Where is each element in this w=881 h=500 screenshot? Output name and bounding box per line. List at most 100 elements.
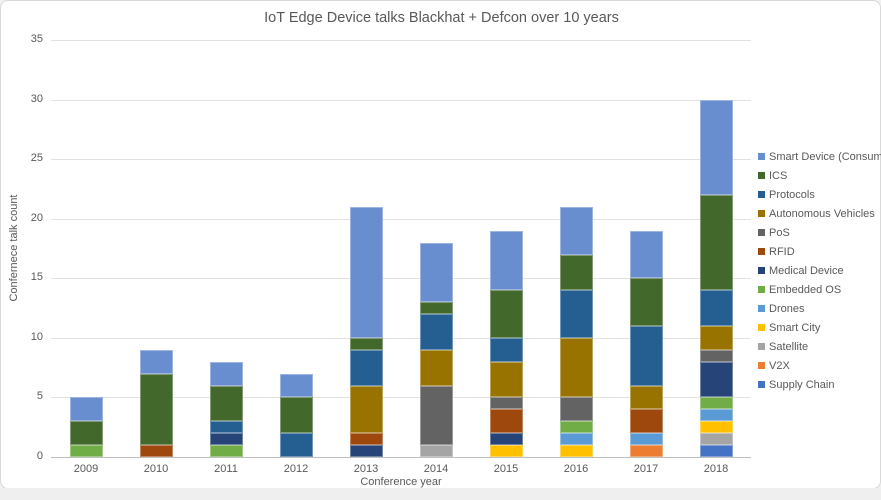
legend-item-protocols[interactable]: Protocols xyxy=(758,185,881,204)
legend-item-supply-chain[interactable]: Supply Chain xyxy=(758,375,881,394)
bar-segment-2015-autonomous-vehicles[interactable] xyxy=(489,361,523,398)
legend-label: RFID xyxy=(769,245,795,258)
bar-segment-2015-smart-city[interactable] xyxy=(489,445,523,457)
bar-2018[interactable] xyxy=(699,99,733,457)
bar-2015[interactable] xyxy=(489,230,523,457)
bar-segment-2017-ics[interactable] xyxy=(629,278,663,326)
legend-item-ics[interactable]: ICS xyxy=(758,166,881,185)
bar-segment-2018-embedded-os[interactable] xyxy=(699,397,733,410)
chart-frame: IoT Edge Device talks Blackhat + Defcon … xyxy=(0,0,881,489)
bar-segment-2018-drones[interactable] xyxy=(699,409,733,422)
x-tick-label-2014: 2014 xyxy=(423,463,449,475)
bar-segment-2013-medical-device[interactable] xyxy=(349,445,383,457)
bar-segment-2015-ics[interactable] xyxy=(489,290,523,338)
y-tick-label-15: 15 xyxy=(30,271,43,284)
legend-swatch-icon xyxy=(758,381,765,388)
bar-segment-2014-autonomous-vehicles[interactable] xyxy=(419,349,453,386)
bar-segment-2013-autonomous-vehicles[interactable] xyxy=(349,385,383,434)
bar-segment-2015-medical-device[interactable] xyxy=(489,433,523,446)
bar-segment-2013-smart-device-consumer[interactable] xyxy=(349,206,383,338)
bar-segment-2018-pos[interactable] xyxy=(699,349,733,362)
bar-segment-2016-autonomous-vehicles[interactable] xyxy=(559,337,593,398)
x-axis-title: Conference year xyxy=(360,476,442,488)
legend-swatch-icon xyxy=(758,362,765,369)
legend-swatch-icon xyxy=(758,229,765,236)
legend-item-satellite[interactable]: Satellite xyxy=(758,337,881,356)
legend-item-v2x[interactable]: V2X xyxy=(758,356,881,375)
bar-segment-2016-smart-city[interactable] xyxy=(559,445,593,457)
legend-label: Drones xyxy=(769,302,805,315)
bar-segment-2016-drones[interactable] xyxy=(559,433,593,446)
y-tick-label-0: 0 xyxy=(36,450,43,462)
bar-segment-2018-supply-chain[interactable] xyxy=(699,445,733,457)
bar-segment-2015-rfid[interactable] xyxy=(489,409,523,434)
legend: Smart Device (Consumer) ICS Protocols Auton… xyxy=(758,147,881,394)
bar-segment-2017-drones[interactable] xyxy=(629,433,663,446)
bar-segment-2014-protocols[interactable] xyxy=(419,314,453,350)
x-tick-label-2010: 2010 xyxy=(143,463,169,475)
bar-segment-2010-ics[interactable] xyxy=(139,373,173,446)
bar-segment-2013-ics[interactable] xyxy=(349,337,383,350)
bar-2011[interactable] xyxy=(209,361,243,457)
y-tick-label-5: 5 xyxy=(36,390,43,403)
bar-segment-2017-smart-device-consumer[interactable] xyxy=(629,230,663,279)
bar-segment-2014-satellite[interactable] xyxy=(419,445,453,457)
bar-segment-2014-pos[interactable] xyxy=(419,385,453,446)
bar-segment-2018-smart-city[interactable] xyxy=(699,421,733,434)
bar-segment-2010-smart-device-consumer[interactable] xyxy=(139,349,173,374)
bar-segment-2018-ics[interactable] xyxy=(699,194,733,291)
legend-label: Satellite xyxy=(769,340,809,353)
bar-segment-2018-satellite[interactable] xyxy=(699,433,733,446)
bar-2010[interactable] xyxy=(139,349,173,457)
bar-segment-2015-smart-device-consumer[interactable] xyxy=(489,230,523,291)
bar-segment-2011-medical-device[interactable] xyxy=(209,433,243,446)
bar-2014[interactable] xyxy=(419,242,453,457)
bar-2009[interactable] xyxy=(69,397,103,457)
bar-segment-2012-smart-device-consumer[interactable] xyxy=(279,373,313,398)
legend-item-autonomous-vehicles[interactable]: Autonomous Vehicles xyxy=(758,204,881,223)
bar-segment-2009-embedded-os[interactable] xyxy=(69,445,103,457)
bar-segment-2011-smart-device-consumer[interactable] xyxy=(209,361,243,386)
bar-segment-2018-smart-device-consumer[interactable] xyxy=(699,99,733,195)
bar-segment-2012-ics[interactable] xyxy=(279,397,313,434)
legend-label: Supply Chain xyxy=(769,378,835,391)
plot-area xyxy=(51,40,751,458)
bar-segment-2013-rfid[interactable] xyxy=(349,433,383,446)
bar-segment-2017-rfid[interactable] xyxy=(629,409,663,434)
bar-segment-2018-autonomous-vehicles[interactable] xyxy=(699,326,733,350)
bar-2013[interactable] xyxy=(349,206,383,457)
bar-2012[interactable] xyxy=(279,373,313,457)
bar-segment-2018-medical-device[interactable] xyxy=(699,361,733,398)
bar-segment-2017-v2x[interactable] xyxy=(629,445,663,457)
bar-segment-2011-protocols[interactable] xyxy=(209,421,243,434)
bar-segment-2016-embedded-os[interactable] xyxy=(559,421,593,434)
bar-segment-2014-ics[interactable] xyxy=(419,302,453,315)
bar-segment-2017-protocols[interactable] xyxy=(629,325,663,386)
legend-item-medical-device[interactable]: Medical Device xyxy=(758,261,881,280)
bar-segment-2016-ics[interactable] xyxy=(559,254,593,291)
bar-segment-2014-smart-device-consumer[interactable] xyxy=(419,242,453,303)
bar-segment-2009-smart-device-consumer[interactable] xyxy=(69,397,103,422)
bar-2017[interactable] xyxy=(629,230,663,457)
bar-segment-2011-embedded-os[interactable] xyxy=(209,445,243,457)
bar-segment-2018-protocols[interactable] xyxy=(699,290,733,326)
bar-segment-2016-protocols[interactable] xyxy=(559,290,593,338)
legend-item-embedded-os[interactable]: Embedded OS xyxy=(758,280,881,299)
gridline-y-30 xyxy=(51,99,751,101)
legend-item-drones[interactable]: Drones xyxy=(758,299,881,318)
bar-segment-2009-ics[interactable] xyxy=(69,421,103,446)
legend-item-pos[interactable]: PoS xyxy=(758,223,881,242)
bar-segment-2015-pos[interactable] xyxy=(489,397,523,410)
bar-segment-2013-protocols[interactable] xyxy=(349,349,383,386)
bar-segment-2011-ics[interactable] xyxy=(209,385,243,422)
legend-item-smart-device-consumer[interactable]: Smart Device (Consumer) xyxy=(758,147,881,166)
bar-segment-2015-protocols[interactable] xyxy=(489,337,523,362)
legend-item-smart-city[interactable]: Smart City xyxy=(758,318,881,337)
bar-segment-2017-autonomous-vehicles[interactable] xyxy=(629,385,663,410)
bar-segment-2016-pos[interactable] xyxy=(559,397,593,422)
legend-item-rfid[interactable]: RFID xyxy=(758,242,881,261)
bar-segment-2012-protocols[interactable] xyxy=(279,433,313,457)
bar-2016[interactable] xyxy=(559,206,593,457)
bar-segment-2010-rfid[interactable] xyxy=(139,445,173,457)
bar-segment-2016-smart-device-consumer[interactable] xyxy=(559,206,593,255)
